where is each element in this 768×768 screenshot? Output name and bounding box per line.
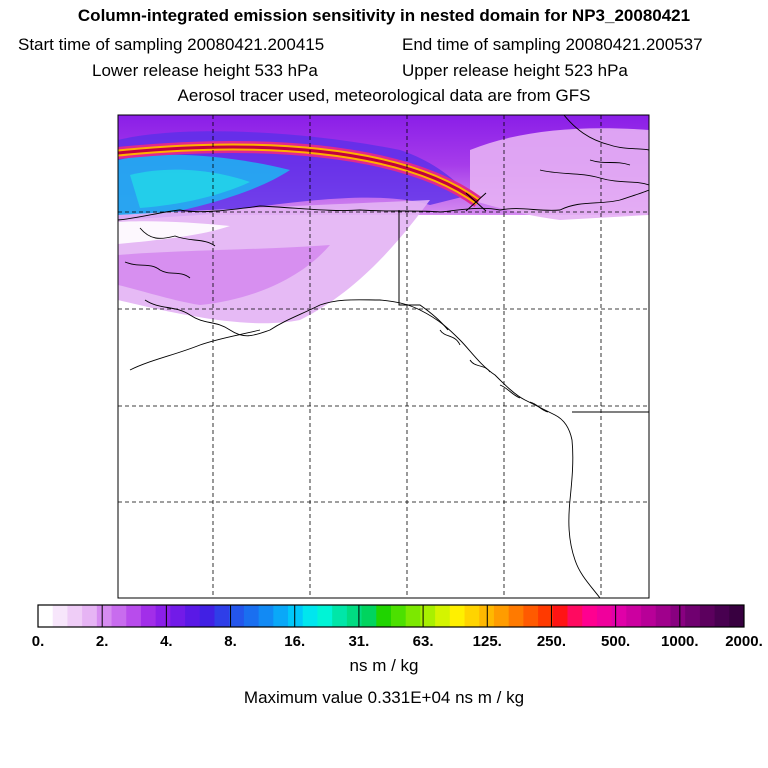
colorbar-cell: [361, 605, 377, 627]
sensitivity-field-cyan-core: [130, 169, 250, 208]
colorbar-cell: [655, 605, 671, 627]
colorbar-cell: [435, 605, 451, 627]
colorbar-cell: [538, 605, 554, 627]
colorbar-tick-label: 500.: [601, 633, 631, 650]
colorbar-cell: [155, 605, 171, 627]
colorbar-tick-label: 2000.: [725, 633, 763, 650]
release-location-marker: [465, 192, 487, 212]
colorbar-cell: [199, 605, 215, 627]
colorbar-cell: [685, 605, 701, 627]
colorbar-tick-label: 250.: [536, 633, 567, 650]
colorbar-cell: [111, 605, 127, 627]
colorbar-cell: [611, 605, 627, 627]
political-boundaries: [398, 210, 649, 413]
colorbar-cell: [641, 605, 657, 627]
colorbar-cell: [170, 605, 186, 627]
colorbar-tick-label: 31.: [348, 633, 370, 650]
plot-title: Column-integrated emission sensitivity i…: [77, 6, 691, 25]
colorbar-cell: [582, 605, 598, 627]
colorbar-cell: [464, 605, 480, 627]
graticule: [118, 115, 649, 598]
colorbar-cell: [391, 605, 407, 627]
colorbar-cell: [258, 605, 274, 627]
colorbar-cell: [126, 605, 142, 627]
colorbar-cells: [38, 605, 745, 627]
colorbar-cell: [317, 605, 333, 627]
colorbar-cell: [288, 605, 304, 627]
colorbar-cell: [596, 605, 613, 627]
colorbar-cell: [567, 605, 583, 627]
colorbar-cell: [185, 605, 201, 627]
colorbar-cell: [67, 605, 83, 627]
colorbar-cell: [346, 605, 362, 627]
colorbar-cell: [699, 605, 715, 627]
colorbar-cell: [332, 605, 348, 627]
colorbar-tick-label: 8.: [224, 633, 237, 650]
colorbar-dividers: [101, 605, 681, 627]
colorbar-cell: [552, 605, 568, 627]
colorbar-cell: [243, 605, 260, 627]
colorbar-cell: [38, 605, 54, 627]
map-field: [118, 115, 649, 598]
colorbar-cell: [273, 605, 289, 627]
start-time-label: Start time of sampling 20080421.200415: [18, 35, 325, 54]
colorbar-cell: [449, 605, 465, 627]
colorbar-cell: [82, 605, 98, 627]
colorbar-cell: [96, 605, 112, 627]
colorbar-cell: [523, 605, 539, 627]
end-time-label: End time of sampling 20080421.200537: [402, 35, 703, 54]
colorbar-units-label: ns m / kg: [349, 656, 419, 675]
white-gap: [118, 221, 230, 244]
colorbar-cell: [714, 605, 730, 627]
colorbar-cell: [376, 605, 392, 627]
sensitivity-field-southwest-core: [118, 245, 330, 305]
upper-release-height-label: Upper release height 523 hPa: [402, 61, 628, 80]
colorbar-tick-label: 1000.: [661, 633, 699, 650]
colorbar-cell: [508, 605, 524, 627]
colorbar-cell: [52, 605, 68, 627]
colorbar-tick-label: 0.: [31, 633, 45, 650]
colorbar-tick-label: 125.: [472, 633, 502, 650]
maximum-value-label: Maximum value 0.331E+04 ns m / kg: [243, 688, 525, 707]
colorbar-cell: [229, 605, 245, 627]
colorbar-cell: [626, 605, 642, 627]
colorbar-frame: [37, 604, 745, 628]
map-frame: [117, 114, 650, 599]
lower-release-height-label: Lower release height 533 hPa: [92, 61, 318, 80]
colorbar-tick-label: 16.: [284, 633, 306, 650]
colorbar-tick-label: 4.: [160, 633, 173, 650]
coastlines: [118, 115, 649, 598]
colorbar-cell: [405, 605, 421, 627]
sensitivity-field-east: [470, 128, 649, 220]
colorbar-cell: [729, 605, 745, 627]
colorbar-tick-label: 63.: [412, 633, 434, 650]
colorbar-cell: [214, 605, 230, 627]
colorbar-cell: [302, 605, 318, 627]
colorbar-tick-label: 2.: [95, 633, 109, 650]
colorbar-cell: [670, 605, 686, 627]
trajectory-arc-inner: [118, 145, 479, 204]
colorbar-cell: [420, 605, 436, 627]
tracer-info-label: Aerosol tracer used, meteorological data…: [177, 86, 591, 105]
colorbar-cell: [140, 605, 157, 627]
colorbar-cell: [493, 605, 510, 627]
